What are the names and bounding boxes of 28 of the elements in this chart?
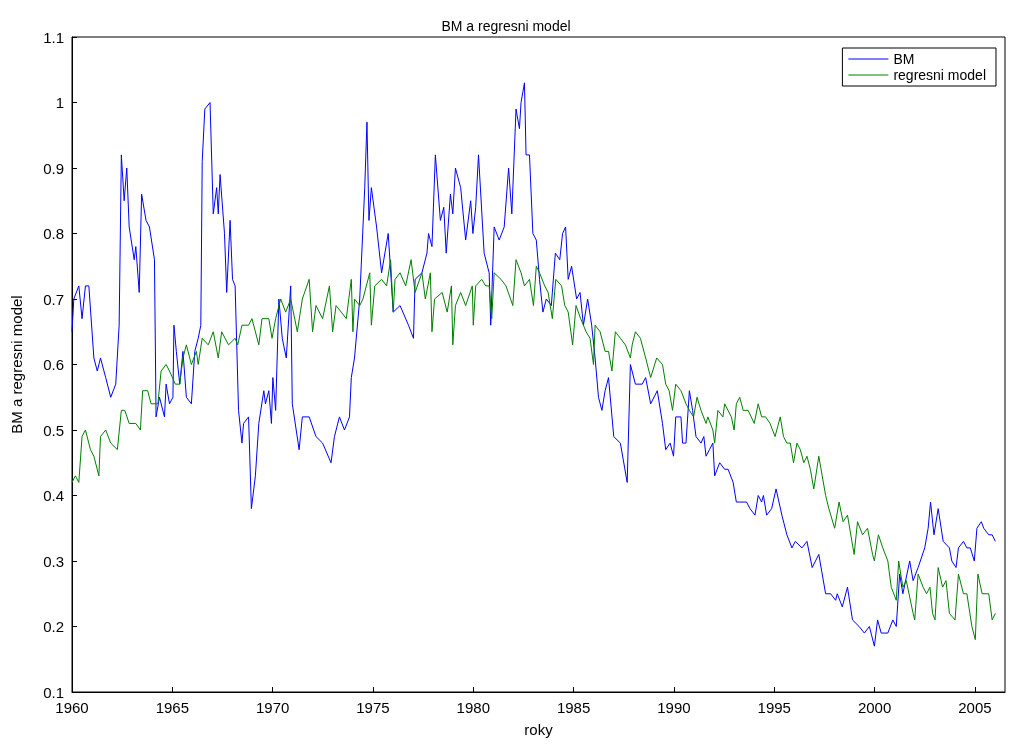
y-tick-label: 0.5 bbox=[43, 421, 64, 439]
legend-label: regresni model bbox=[893, 67, 987, 83]
y-tick-label: 0.4 bbox=[43, 487, 64, 504]
x-tick-label: 1985 bbox=[556, 699, 591, 716]
x-tick-label: 2005 bbox=[958, 699, 992, 716]
chart-title: BM a regresni model bbox=[441, 18, 571, 34]
y-axis-title: BM a regresni model bbox=[8, 295, 25, 434]
legend-label: BM bbox=[893, 51, 915, 67]
x-tick-label: 1970 bbox=[255, 699, 290, 716]
x-tick-label: 1990 bbox=[657, 699, 691, 716]
y-tick-label: 0.3 bbox=[43, 552, 64, 570]
x-tick-label: 1965 bbox=[155, 699, 190, 716]
x-tick-label: 2000 bbox=[857, 699, 892, 716]
x-tick-label: 1995 bbox=[757, 699, 791, 716]
line-series bbox=[71, 82, 996, 647]
y-tick-label: 0.8 bbox=[43, 225, 64, 242]
y-tick-label: 1 bbox=[55, 94, 64, 111]
y-tick-label: 0.2 bbox=[43, 618, 64, 635]
line-series bbox=[71, 259, 996, 641]
y-tick-label: 1.1 bbox=[43, 28, 64, 46]
x-axis-title: roky bbox=[524, 721, 554, 738]
x-tick-label: 1975 bbox=[356, 699, 390, 716]
y-tick-label: 0.7 bbox=[43, 290, 64, 308]
y-tick-label: 0.9 bbox=[43, 159, 64, 177]
y-tick-label: 0.6 bbox=[43, 356, 64, 373]
x-tick-label: 1960 bbox=[55, 699, 89, 716]
y-tick-label: 0.1 bbox=[43, 683, 64, 701]
x-tick-label: 1980 bbox=[456, 699, 490, 716]
